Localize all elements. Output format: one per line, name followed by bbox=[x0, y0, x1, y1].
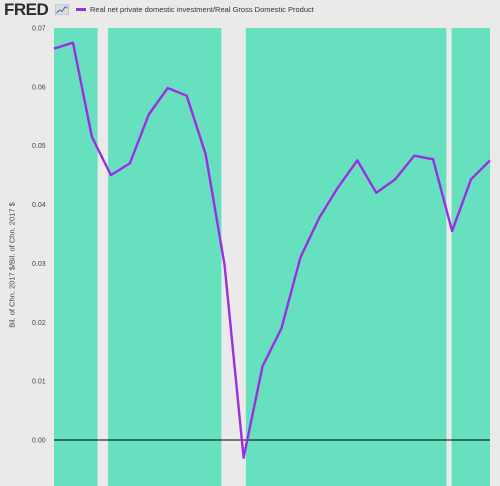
recession-band bbox=[54, 28, 98, 486]
y-tick-label: 0.05 bbox=[32, 143, 46, 150]
y-tick-label: 0.01 bbox=[32, 379, 46, 386]
legend-swatch bbox=[76, 8, 86, 11]
series-line bbox=[53, 41, 491, 459]
y-tick-label: 0.04 bbox=[32, 202, 46, 209]
y-tick-label: 0.07 bbox=[32, 26, 46, 33]
y-tick-label: 0.00 bbox=[32, 438, 46, 445]
legend-series-label: Real net private domestic investment/Rea… bbox=[90, 5, 314, 14]
recession-bands bbox=[54, 28, 490, 486]
legend: Real net private domestic investment/Rea… bbox=[76, 5, 314, 14]
y-tick-label: 0.02 bbox=[32, 320, 46, 327]
y-tick-label: 0.06 bbox=[32, 84, 46, 91]
y-tick-label: 0.03 bbox=[32, 261, 46, 268]
y-tick-labels: 0.07 0.06 0.05 0.04 0.03 0.02 0.01 0.00 bbox=[32, 26, 46, 445]
recession-band bbox=[451, 28, 490, 486]
fred-logo[interactable]: FRED bbox=[4, 0, 49, 19]
header: FRED Real net private domestic investmen… bbox=[0, 0, 500, 22]
recession-band bbox=[245, 28, 447, 486]
recession-band bbox=[108, 28, 222, 486]
y-axis-label: Bil. of Chn. 2017 $/Bil. of Chn. 2017 $ bbox=[7, 202, 17, 328]
chart-line-icon bbox=[55, 4, 69, 15]
